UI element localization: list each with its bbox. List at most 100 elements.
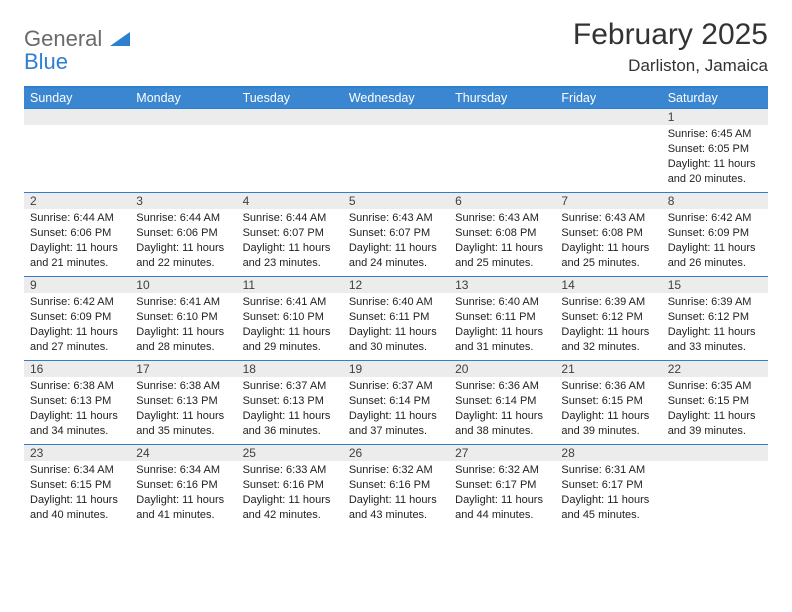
calendar-cell: 1Sunrise: 6:45 AMSunset: 6:05 PMDaylight… — [662, 109, 768, 193]
dayhead-sun: Sunday — [24, 87, 130, 109]
logo: General Blue — [24, 18, 130, 73]
day-body: Sunrise: 6:36 AMSunset: 6:14 PMDaylight:… — [449, 377, 555, 442]
day-number: 21 — [555, 361, 661, 377]
calendar-cell — [662, 445, 768, 529]
calendar-cell: 20Sunrise: 6:36 AMSunset: 6:14 PMDayligh… — [449, 361, 555, 445]
day-number: 20 — [449, 361, 555, 377]
day-body: Sunrise: 6:36 AMSunset: 6:15 PMDaylight:… — [555, 377, 661, 442]
day-body: Sunrise: 6:37 AMSunset: 6:14 PMDaylight:… — [343, 377, 449, 442]
calendar-cell: 11Sunrise: 6:41 AMSunset: 6:10 PMDayligh… — [237, 277, 343, 361]
day-body: Sunrise: 6:35 AMSunset: 6:15 PMDaylight:… — [662, 377, 768, 442]
day-body: Sunrise: 6:41 AMSunset: 6:10 PMDaylight:… — [130, 293, 236, 358]
day-body: Sunrise: 6:44 AMSunset: 6:06 PMDaylight:… — [24, 209, 130, 274]
calendar-cell: 9Sunrise: 6:42 AMSunset: 6:09 PMDaylight… — [24, 277, 130, 361]
month-title: February 2025 — [573, 18, 768, 52]
calendar-cell: 23Sunrise: 6:34 AMSunset: 6:15 PMDayligh… — [24, 445, 130, 529]
calendar-cell: 4Sunrise: 6:44 AMSunset: 6:07 PMDaylight… — [237, 193, 343, 277]
dayhead-tue: Tuesday — [237, 87, 343, 109]
day-body: Sunrise: 6:38 AMSunset: 6:13 PMDaylight:… — [24, 377, 130, 442]
day-number — [662, 445, 768, 461]
calendar-cell: 26Sunrise: 6:32 AMSunset: 6:16 PMDayligh… — [343, 445, 449, 529]
calendar-cell: 15Sunrise: 6:39 AMSunset: 6:12 PMDayligh… — [662, 277, 768, 361]
day-number: 17 — [130, 361, 236, 377]
day-number: 12 — [343, 277, 449, 293]
calendar-cell — [555, 109, 661, 193]
day-number: 15 — [662, 277, 768, 293]
day-number — [237, 109, 343, 125]
day-body: Sunrise: 6:45 AMSunset: 6:05 PMDaylight:… — [662, 125, 768, 190]
calendar-row: 16Sunrise: 6:38 AMSunset: 6:13 PMDayligh… — [24, 361, 768, 445]
calendar-row: 2Sunrise: 6:44 AMSunset: 6:06 PMDaylight… — [24, 193, 768, 277]
day-body: Sunrise: 6:34 AMSunset: 6:15 PMDaylight:… — [24, 461, 130, 526]
day-body: Sunrise: 6:39 AMSunset: 6:12 PMDaylight:… — [555, 293, 661, 358]
day-body: Sunrise: 6:42 AMSunset: 6:09 PMDaylight:… — [662, 209, 768, 274]
logo-word2: Blue — [24, 51, 130, 73]
day-number: 2 — [24, 193, 130, 209]
calendar-cell: 6Sunrise: 6:43 AMSunset: 6:08 PMDaylight… — [449, 193, 555, 277]
day-number: 27 — [449, 445, 555, 461]
calendar-cell — [343, 109, 449, 193]
calendar-cell: 13Sunrise: 6:40 AMSunset: 6:11 PMDayligh… — [449, 277, 555, 361]
dayhead-thu: Thursday — [449, 87, 555, 109]
calendar-cell: 19Sunrise: 6:37 AMSunset: 6:14 PMDayligh… — [343, 361, 449, 445]
calendar-cell: 2Sunrise: 6:44 AMSunset: 6:06 PMDaylight… — [24, 193, 130, 277]
calendar-cell — [130, 109, 236, 193]
day-body: Sunrise: 6:32 AMSunset: 6:16 PMDaylight:… — [343, 461, 449, 526]
dayhead-wed: Wednesday — [343, 87, 449, 109]
day-number: 1 — [662, 109, 768, 125]
day-number: 23 — [24, 445, 130, 461]
title-block: February 2025 Darliston, Jamaica — [573, 18, 768, 76]
calendar-row: 23Sunrise: 6:34 AMSunset: 6:15 PMDayligh… — [24, 445, 768, 529]
day-body: Sunrise: 6:43 AMSunset: 6:08 PMDaylight:… — [449, 209, 555, 274]
day-number: 5 — [343, 193, 449, 209]
day-body: Sunrise: 6:32 AMSunset: 6:17 PMDaylight:… — [449, 461, 555, 526]
calendar-cell: 3Sunrise: 6:44 AMSunset: 6:06 PMDaylight… — [130, 193, 236, 277]
day-body: Sunrise: 6:41 AMSunset: 6:10 PMDaylight:… — [237, 293, 343, 358]
day-number: 16 — [24, 361, 130, 377]
day-body: Sunrise: 6:33 AMSunset: 6:16 PMDaylight:… — [237, 461, 343, 526]
day-number: 6 — [449, 193, 555, 209]
day-body: Sunrise: 6:44 AMSunset: 6:07 PMDaylight:… — [237, 209, 343, 274]
calendar-row: 1Sunrise: 6:45 AMSunset: 6:05 PMDaylight… — [24, 109, 768, 193]
calendar-cell: 14Sunrise: 6:39 AMSunset: 6:12 PMDayligh… — [555, 277, 661, 361]
day-body: Sunrise: 6:42 AMSunset: 6:09 PMDaylight:… — [24, 293, 130, 358]
day-number — [24, 109, 130, 125]
day-number: 22 — [662, 361, 768, 377]
location: Darliston, Jamaica — [573, 56, 768, 76]
calendar-table: Sunday Monday Tuesday Wednesday Thursday… — [24, 86, 768, 529]
day-body: Sunrise: 6:31 AMSunset: 6:17 PMDaylight:… — [555, 461, 661, 526]
logo-triangle-icon — [110, 32, 130, 51]
calendar-cell: 18Sunrise: 6:37 AMSunset: 6:13 PMDayligh… — [237, 361, 343, 445]
day-number — [343, 109, 449, 125]
calendar-cell: 7Sunrise: 6:43 AMSunset: 6:08 PMDaylight… — [555, 193, 661, 277]
calendar-cell: 5Sunrise: 6:43 AMSunset: 6:07 PMDaylight… — [343, 193, 449, 277]
calendar-cell: 12Sunrise: 6:40 AMSunset: 6:11 PMDayligh… — [343, 277, 449, 361]
day-number — [555, 109, 661, 125]
day-body: Sunrise: 6:39 AMSunset: 6:12 PMDaylight:… — [662, 293, 768, 358]
calendar-cell: 22Sunrise: 6:35 AMSunset: 6:15 PMDayligh… — [662, 361, 768, 445]
day-number: 4 — [237, 193, 343, 209]
day-number: 7 — [555, 193, 661, 209]
day-number: 14 — [555, 277, 661, 293]
day-body: Sunrise: 6:34 AMSunset: 6:16 PMDaylight:… — [130, 461, 236, 526]
logo-word1: General — [24, 26, 102, 51]
day-number: 25 — [237, 445, 343, 461]
day-number: 10 — [130, 277, 236, 293]
day-body: Sunrise: 6:44 AMSunset: 6:06 PMDaylight:… — [130, 209, 236, 274]
day-number — [449, 109, 555, 125]
dayhead-mon: Monday — [130, 87, 236, 109]
day-number: 3 — [130, 193, 236, 209]
calendar-cell — [24, 109, 130, 193]
day-number: 13 — [449, 277, 555, 293]
calendar-cell: 10Sunrise: 6:41 AMSunset: 6:10 PMDayligh… — [130, 277, 236, 361]
day-number: 18 — [237, 361, 343, 377]
day-body: Sunrise: 6:37 AMSunset: 6:13 PMDaylight:… — [237, 377, 343, 442]
dayhead-sat: Saturday — [662, 87, 768, 109]
calendar-cell: 28Sunrise: 6:31 AMSunset: 6:17 PMDayligh… — [555, 445, 661, 529]
calendar-row: 9Sunrise: 6:42 AMSunset: 6:09 PMDaylight… — [24, 277, 768, 361]
day-number: 28 — [555, 445, 661, 461]
calendar-cell: 8Sunrise: 6:42 AMSunset: 6:09 PMDaylight… — [662, 193, 768, 277]
calendar-cell: 17Sunrise: 6:38 AMSunset: 6:13 PMDayligh… — [130, 361, 236, 445]
calendar-cell: 16Sunrise: 6:38 AMSunset: 6:13 PMDayligh… — [24, 361, 130, 445]
calendar-cell: 27Sunrise: 6:32 AMSunset: 6:17 PMDayligh… — [449, 445, 555, 529]
